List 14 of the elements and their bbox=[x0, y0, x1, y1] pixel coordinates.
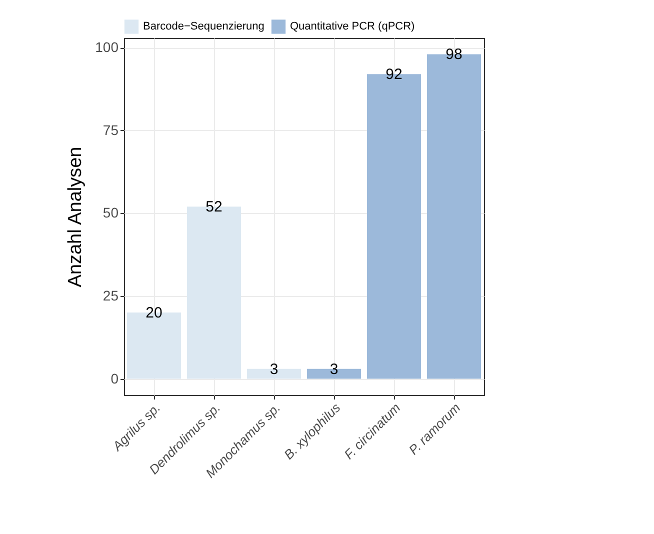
y-tick-label: 50 bbox=[102, 204, 119, 221]
data-label: 92 bbox=[386, 66, 402, 84]
y-axis-title: Anzahl Analysen bbox=[65, 146, 86, 288]
data-label: 20 bbox=[146, 304, 162, 322]
y-tick-label: 25 bbox=[102, 287, 119, 304]
y-tick-label: 0 bbox=[110, 370, 119, 386]
data-label: 3 bbox=[270, 360, 278, 378]
legend-label: Barcode−Sequenzierung bbox=[143, 20, 264, 33]
data-label: 3 bbox=[330, 360, 338, 378]
data-label: 98 bbox=[446, 46, 462, 64]
data-label: 52 bbox=[206, 198, 222, 216]
y-tick-label: 75 bbox=[102, 122, 119, 138]
y-tick-label: 100 bbox=[95, 39, 119, 56]
legend-label: Quantitative PCR (qPCR) bbox=[290, 20, 415, 33]
